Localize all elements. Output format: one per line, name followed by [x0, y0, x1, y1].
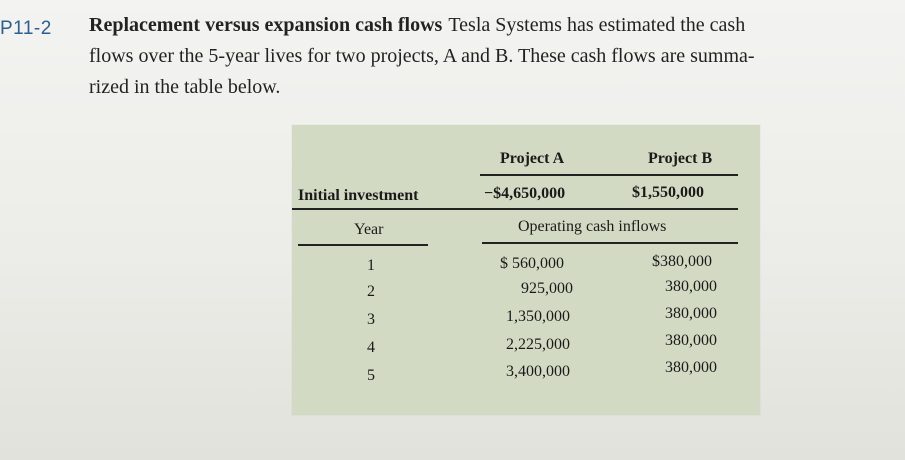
operating-inflows-header: Operating cash inflows — [518, 218, 667, 235]
year-cell: 1 — [367, 257, 375, 274]
project-a-cell: 925,000 — [521, 280, 573, 297]
col-header-project-b: Project B — [648, 150, 713, 167]
initial-investment-a: −$4,650,000 — [484, 185, 566, 202]
problem-title: Replacement versus expansion cash flows — [89, 14, 443, 36]
year-header: Year — [354, 221, 384, 238]
project-b-cell: 380,000 — [665, 305, 717, 322]
col-header-project-a: Project A — [500, 150, 565, 167]
header-rule — [480, 174, 738, 176]
project-a-cell: 2,225,000 — [506, 336, 570, 353]
cash-flow-table: Project A Project B Initial investment −… — [292, 125, 760, 415]
project-b-cell: 380,000 — [665, 359, 717, 376]
initial-investment-b: $1,550,000 — [632, 184, 704, 201]
project-a-cell: $ 560,000 — [500, 255, 564, 272]
problem-line-2: flows over the 5-year lives for two proj… — [89, 45, 755, 67]
project-a-cell: 1,350,000 — [506, 308, 570, 325]
problem-line-3: rized in the table below. — [89, 76, 281, 98]
project-b-cell: 380,000 — [665, 332, 717, 349]
year-cell: 4 — [367, 339, 375, 356]
project-b-cell: 380,000 — [665, 278, 717, 295]
initial-investment-label: Initial investment — [298, 187, 419, 204]
year-cell: 3 — [367, 311, 375, 328]
project-a-cell: 3,400,000 — [506, 363, 570, 380]
problem-statement: Replacement versus expansion cash flows T… — [89, 10, 889, 103]
problem-line-1: Replacement versus expansion cash flows T… — [89, 10, 889, 41]
year-cell: 2 — [367, 283, 375, 300]
problem-line-1-text: Tesla Systems has estimated the cash — [448, 14, 746, 36]
year-cell: 5 — [367, 367, 375, 384]
project-b-cell: $380,000 — [652, 253, 712, 270]
problem-number: P11-2 — [0, 18, 52, 39]
inflows-rule — [482, 242, 738, 244]
year-rule — [298, 244, 428, 246]
initial-rule — [292, 208, 738, 210]
